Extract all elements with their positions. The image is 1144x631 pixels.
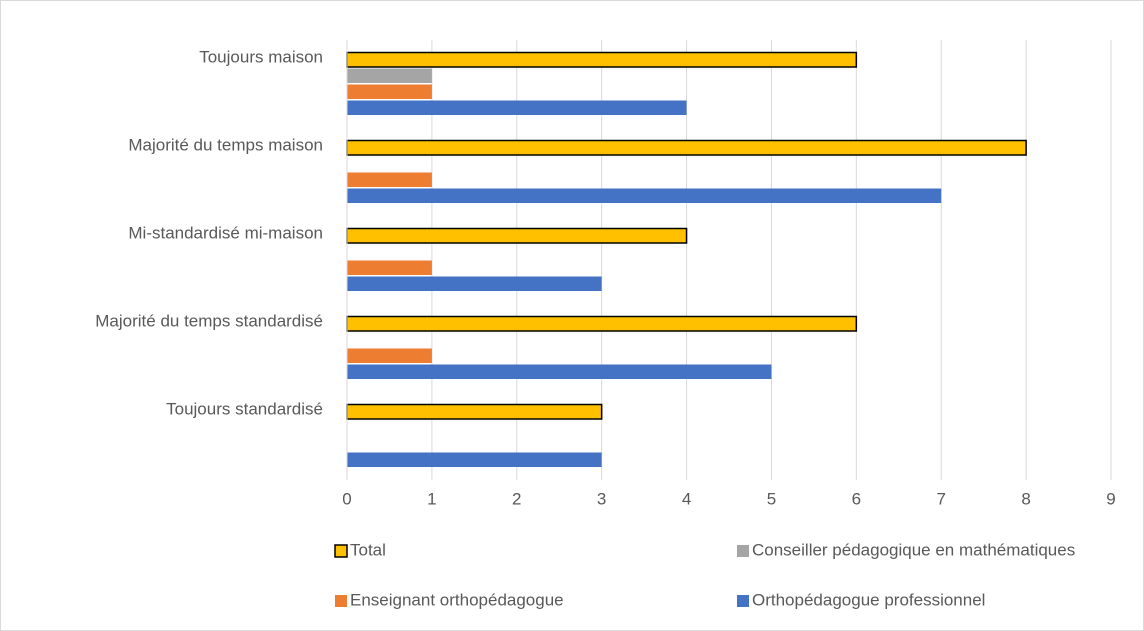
bar (346, 315, 858, 332)
bar (347, 260, 432, 275)
legend-swatch (737, 595, 749, 607)
x-tick-label: 7 (936, 489, 945, 508)
legend-label: Orthopédagogue professionnel (752, 590, 985, 609)
y-tick-label: Majorité du temps standardisé (95, 311, 323, 330)
legend-swatch (737, 545, 749, 557)
bar (346, 403, 603, 420)
x-tick-label: 0 (342, 489, 351, 508)
legend-label: Total (350, 540, 386, 559)
legend-swatch (334, 544, 348, 558)
bar (347, 348, 432, 363)
bar (346, 227, 688, 244)
x-tick-label: 9 (1106, 489, 1115, 508)
bar (347, 100, 687, 115)
y-tick-label: Majorité du temps maison (128, 135, 323, 154)
x-tick-label: 5 (767, 489, 776, 508)
x-tick-label: 4 (682, 489, 691, 508)
x-tick-label: 6 (852, 489, 861, 508)
bar (346, 51, 858, 68)
y-tick-label: Toujours standardisé (166, 399, 323, 418)
y-tick-label: Toujours maison (199, 47, 323, 66)
legend-label: Enseignant orthopédagogue (350, 590, 564, 609)
bar (347, 364, 772, 379)
bar (347, 276, 602, 291)
legend-swatch (335, 595, 347, 607)
x-tick-label: 2 (512, 489, 521, 508)
x-tick-label: 8 (1021, 489, 1030, 508)
x-tick-label: 1 (427, 489, 436, 508)
bar (347, 172, 432, 187)
y-tick-label: Mi-standardisé mi-maison (128, 223, 323, 242)
bar (346, 139, 1027, 156)
legend-label: Conseiller pédagogique en mathématiques (752, 540, 1075, 559)
bar (347, 68, 432, 83)
bar (347, 188, 942, 203)
bar (347, 84, 432, 99)
bar (347, 452, 602, 467)
x-tick-label: 3 (597, 489, 606, 508)
